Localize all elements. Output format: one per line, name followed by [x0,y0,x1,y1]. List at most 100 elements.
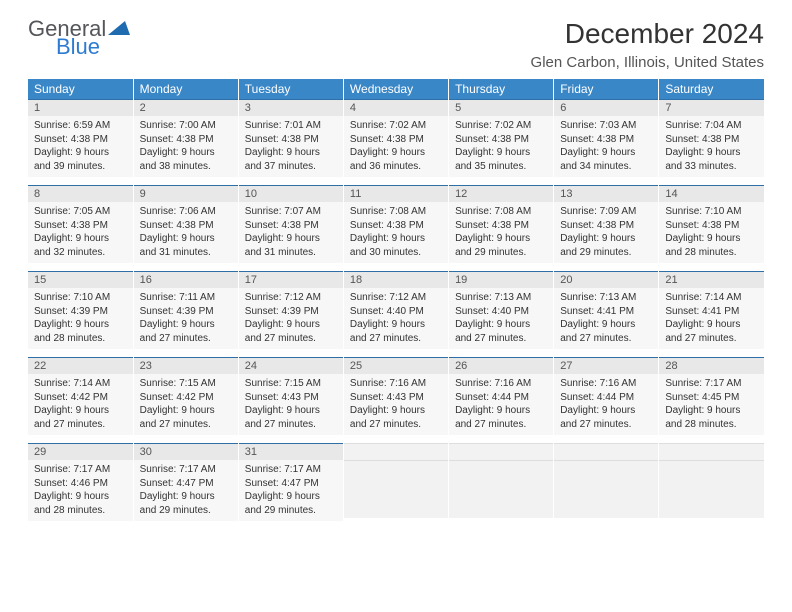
day-number: 20 [554,271,658,288]
daylight-line: Daylight: 9 hours and 27 minutes. [455,318,547,345]
day-body: Sunrise: 7:09 AMSunset: 4:38 PMDaylight:… [554,202,658,263]
day-number: 17 [239,271,343,288]
daylight-line: Daylight: 9 hours and 28 minutes. [665,404,758,431]
day-body: Sunrise: 7:16 AMSunset: 4:44 PMDaylight:… [449,374,553,435]
day-body: Sunrise: 7:13 AMSunset: 4:41 PMDaylight:… [554,288,658,349]
calendar-cell [343,439,448,525]
daylight-line: Daylight: 9 hours and 27 minutes. [34,404,127,431]
sunrise-line: Sunrise: 7:07 AM [245,205,337,219]
calendar-cell: 2Sunrise: 7:00 AMSunset: 4:38 PMDaylight… [133,99,238,181]
calendar-cell: 12Sunrise: 7:08 AMSunset: 4:38 PMDayligh… [449,181,554,267]
daylight-line: Daylight: 9 hours and 27 minutes. [350,404,442,431]
sunrise-line: Sunrise: 7:05 AM [34,205,127,219]
sunset-line: Sunset: 4:39 PM [34,305,127,319]
sunrise-line: Sunrise: 7:09 AM [560,205,652,219]
sunrise-line: Sunrise: 7:06 AM [140,205,232,219]
sunrise-line: Sunrise: 7:11 AM [140,291,232,305]
daylight-line: Daylight: 9 hours and 32 minutes. [34,232,127,259]
day-number: 29 [28,443,133,460]
day-number: 21 [659,271,764,288]
sunrise-line: Sunrise: 7:16 AM [455,377,547,391]
day-number: 2 [134,99,238,116]
day-number: 27 [554,357,658,374]
day-body: Sunrise: 7:10 AMSunset: 4:39 PMDaylight:… [28,288,133,349]
day-number: 19 [449,271,553,288]
calendar-cell: 6Sunrise: 7:03 AMSunset: 4:38 PMDaylight… [554,99,659,181]
day-body: Sunrise: 7:02 AMSunset: 4:38 PMDaylight:… [344,116,448,177]
day-body: Sunrise: 7:17 AMSunset: 4:46 PMDaylight:… [28,460,133,521]
daylight-line: Daylight: 9 hours and 28 minutes. [34,490,127,517]
day-number: 14 [659,185,764,202]
sunset-line: Sunset: 4:40 PM [455,305,547,319]
calendar-cell: 13Sunrise: 7:09 AMSunset: 4:38 PMDayligh… [554,181,659,267]
day-number: 13 [554,185,658,202]
sunset-line: Sunset: 4:44 PM [455,391,547,405]
day-body: Sunrise: 7:14 AMSunset: 4:42 PMDaylight:… [28,374,133,435]
day-body: Sunrise: 7:01 AMSunset: 4:38 PMDaylight:… [239,116,343,177]
daylight-line: Daylight: 9 hours and 33 minutes. [665,146,758,173]
daylight-line: Daylight: 9 hours and 30 minutes. [350,232,442,259]
day-number: 10 [239,185,343,202]
page-title: December 2024 [531,18,764,50]
calendar-cell: 16Sunrise: 7:11 AMSunset: 4:39 PMDayligh… [133,267,238,353]
sunset-line: Sunset: 4:42 PM [140,391,232,405]
daylight-line: Daylight: 9 hours and 27 minutes. [455,404,547,431]
sunrise-line: Sunrise: 7:12 AM [245,291,337,305]
day-number: 11 [344,185,448,202]
sunrise-line: Sunrise: 6:59 AM [34,119,127,133]
day-header: Thursday [449,79,554,99]
daylight-line: Daylight: 9 hours and 27 minutes. [665,318,758,345]
sunset-line: Sunset: 4:38 PM [455,133,547,147]
day-header: Saturday [659,79,764,99]
day-body: Sunrise: 7:15 AMSunset: 4:42 PMDaylight:… [134,374,238,435]
calendar-cell: 19Sunrise: 7:13 AMSunset: 4:40 PMDayligh… [449,267,554,353]
header: General Blue December 2024 Glen Carbon, … [28,18,764,71]
day-number: 7 [659,99,764,116]
sunrise-line: Sunrise: 7:10 AM [34,291,127,305]
day-number: 6 [554,99,658,116]
daylight-line: Daylight: 9 hours and 29 minutes. [455,232,547,259]
sunrise-line: Sunrise: 7:01 AM [245,119,337,133]
day-body: Sunrise: 6:59 AMSunset: 4:38 PMDaylight:… [28,116,133,177]
calendar-cell: 1Sunrise: 6:59 AMSunset: 4:38 PMDaylight… [28,99,133,181]
daylight-line: Daylight: 9 hours and 31 minutes. [140,232,232,259]
sunset-line: Sunset: 4:38 PM [350,219,442,233]
calendar-cell: 22Sunrise: 7:14 AMSunset: 4:42 PMDayligh… [28,353,133,439]
calendar-cell: 5Sunrise: 7:02 AMSunset: 4:38 PMDaylight… [449,99,554,181]
day-body: Sunrise: 7:03 AMSunset: 4:38 PMDaylight:… [554,116,658,177]
sunset-line: Sunset: 4:38 PM [140,133,232,147]
calendar-cell: 27Sunrise: 7:16 AMSunset: 4:44 PMDayligh… [554,353,659,439]
day-number: 30 [134,443,238,460]
sunset-line: Sunset: 4:38 PM [34,133,127,147]
day-number: 22 [28,357,133,374]
calendar-cell: 29Sunrise: 7:17 AMSunset: 4:46 PMDayligh… [28,439,133,525]
calendar-cell: 9Sunrise: 7:06 AMSunset: 4:38 PMDaylight… [133,181,238,267]
day-body: Sunrise: 7:12 AMSunset: 4:40 PMDaylight:… [344,288,448,349]
daylight-line: Daylight: 9 hours and 27 minutes. [560,404,652,431]
calendar-cell: 20Sunrise: 7:13 AMSunset: 4:41 PMDayligh… [554,267,659,353]
day-number: 15 [28,271,133,288]
calendar-cell: 11Sunrise: 7:08 AMSunset: 4:38 PMDayligh… [343,181,448,267]
calendar-cell: 4Sunrise: 7:02 AMSunset: 4:38 PMDaylight… [343,99,448,181]
sunrise-line: Sunrise: 7:15 AM [245,377,337,391]
calendar-cell [659,439,764,525]
daylight-line: Daylight: 9 hours and 29 minutes. [560,232,652,259]
sunset-line: Sunset: 4:43 PM [350,391,442,405]
day-body: Sunrise: 7:11 AMSunset: 4:39 PMDaylight:… [134,288,238,349]
daylight-line: Daylight: 9 hours and 27 minutes. [140,318,232,345]
sunrise-line: Sunrise: 7:17 AM [665,377,758,391]
day-number: 4 [344,99,448,116]
day-body: Sunrise: 7:02 AMSunset: 4:38 PMDaylight:… [449,116,553,177]
sunrise-line: Sunrise: 7:03 AM [560,119,652,133]
calendar-cell [554,439,659,525]
sunset-line: Sunset: 4:43 PM [245,391,337,405]
sunset-line: Sunset: 4:38 PM [560,219,652,233]
day-number: 18 [344,271,448,288]
day-body: Sunrise: 7:17 AMSunset: 4:47 PMDaylight:… [134,460,238,521]
sunset-line: Sunset: 4:38 PM [245,133,337,147]
sunset-line: Sunset: 4:41 PM [665,305,758,319]
day-header: Friday [554,79,659,99]
sunset-line: Sunset: 4:39 PM [140,305,232,319]
sunrise-line: Sunrise: 7:04 AM [665,119,758,133]
sunset-line: Sunset: 4:38 PM [560,133,652,147]
